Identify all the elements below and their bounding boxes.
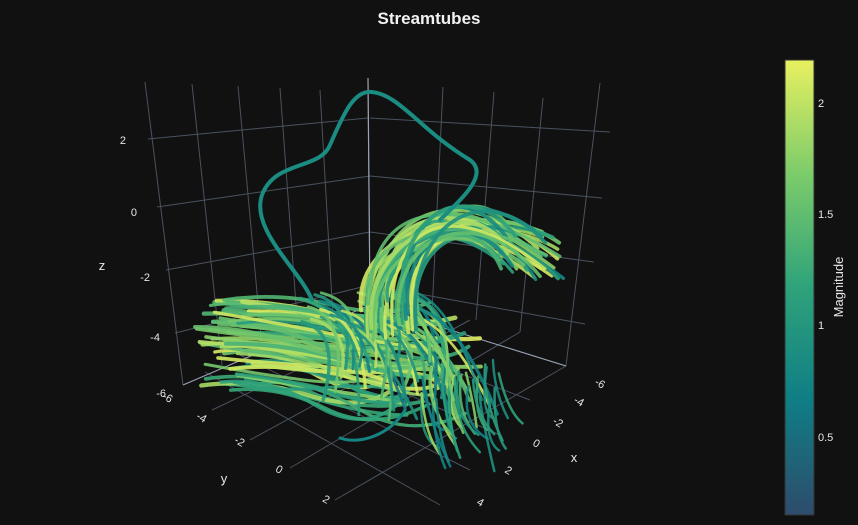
stream-tube [420, 392, 442, 456]
z-tick: -4 [150, 332, 160, 344]
colorbar-tick: 0.5 [818, 432, 833, 444]
stream-tube [471, 378, 496, 436]
stream-tube [465, 385, 490, 441]
stream-tube [455, 370, 480, 437]
stream-tube [193, 325, 385, 358]
stream-tube [417, 307, 499, 416]
stream-tube [298, 297, 379, 373]
x-axis-label: x [571, 450, 578, 465]
stream-tube [449, 374, 462, 428]
stream-tube [483, 366, 495, 420]
stream-tube [346, 321, 396, 412]
stream-tube [329, 313, 364, 368]
colorbar-tick: 1 [818, 320, 824, 332]
x-tick: -4 [572, 394, 586, 409]
stream-tube [319, 307, 367, 390]
colorbar-tick: 2 [818, 98, 824, 110]
stream-tube [234, 372, 403, 405]
stream-tubes [193, 89, 566, 473]
stream-tube [369, 220, 510, 331]
colorbar-tick: 1.5 [818, 209, 833, 221]
chart-title: Streamtubes [377, 9, 481, 28]
stream-tube [228, 387, 431, 422]
stream-tube [446, 364, 465, 435]
colorbar-gradient [784, 59, 815, 516]
stream-tube [396, 231, 542, 327]
colorbar: 2 1.5 1 0.5 Magnitude [784, 59, 846, 516]
stream-tube [300, 319, 331, 402]
stream-tube [390, 224, 547, 338]
y-axis-ticks: -6 -4 -2 0 2 [160, 390, 331, 506]
z-axis-ticks: 2 0 -2 -4 -6 [120, 135, 166, 400]
z-tick: 0 [131, 207, 137, 219]
stream-tube [435, 397, 450, 463]
z-axis-label: z [99, 258, 106, 273]
stream-tube [493, 386, 508, 450]
z-tick: 2 [120, 135, 126, 147]
y-tick: -4 [194, 410, 208, 425]
x-tick: 2 [503, 464, 514, 477]
x-tick: -6 [593, 376, 607, 391]
x-tick: -2 [551, 415, 565, 430]
y-tick: 0 [273, 463, 284, 476]
stream-tube [410, 290, 484, 402]
stream-tube [338, 408, 407, 442]
z-tick: -6 [156, 388, 166, 400]
stream-tube [413, 209, 548, 332]
stream-tube [497, 372, 524, 425]
stream-tube [440, 379, 456, 440]
x-tick: 0 [531, 437, 542, 450]
y-tick: -2 [232, 434, 246, 449]
colorbar-title: Magnitude [831, 257, 846, 318]
stream-tube [464, 371, 478, 429]
y-tick: 2 [320, 493, 331, 506]
stream-tube [212, 310, 422, 349]
stream-tube [487, 397, 501, 452]
z-tick: -2 [140, 272, 150, 284]
stream-tube [478, 395, 496, 473]
x-tick: 4 [475, 496, 486, 509]
stream-tube [401, 204, 518, 304]
stream-tube [453, 376, 482, 454]
stream-tube [309, 317, 345, 379]
stream-tube [258, 89, 479, 302]
stream-tube [491, 358, 510, 420]
stream-tube [306, 305, 340, 393]
stream-tube [421, 375, 445, 432]
stream-tube [428, 365, 456, 439]
y-axis-label: y [221, 471, 228, 486]
